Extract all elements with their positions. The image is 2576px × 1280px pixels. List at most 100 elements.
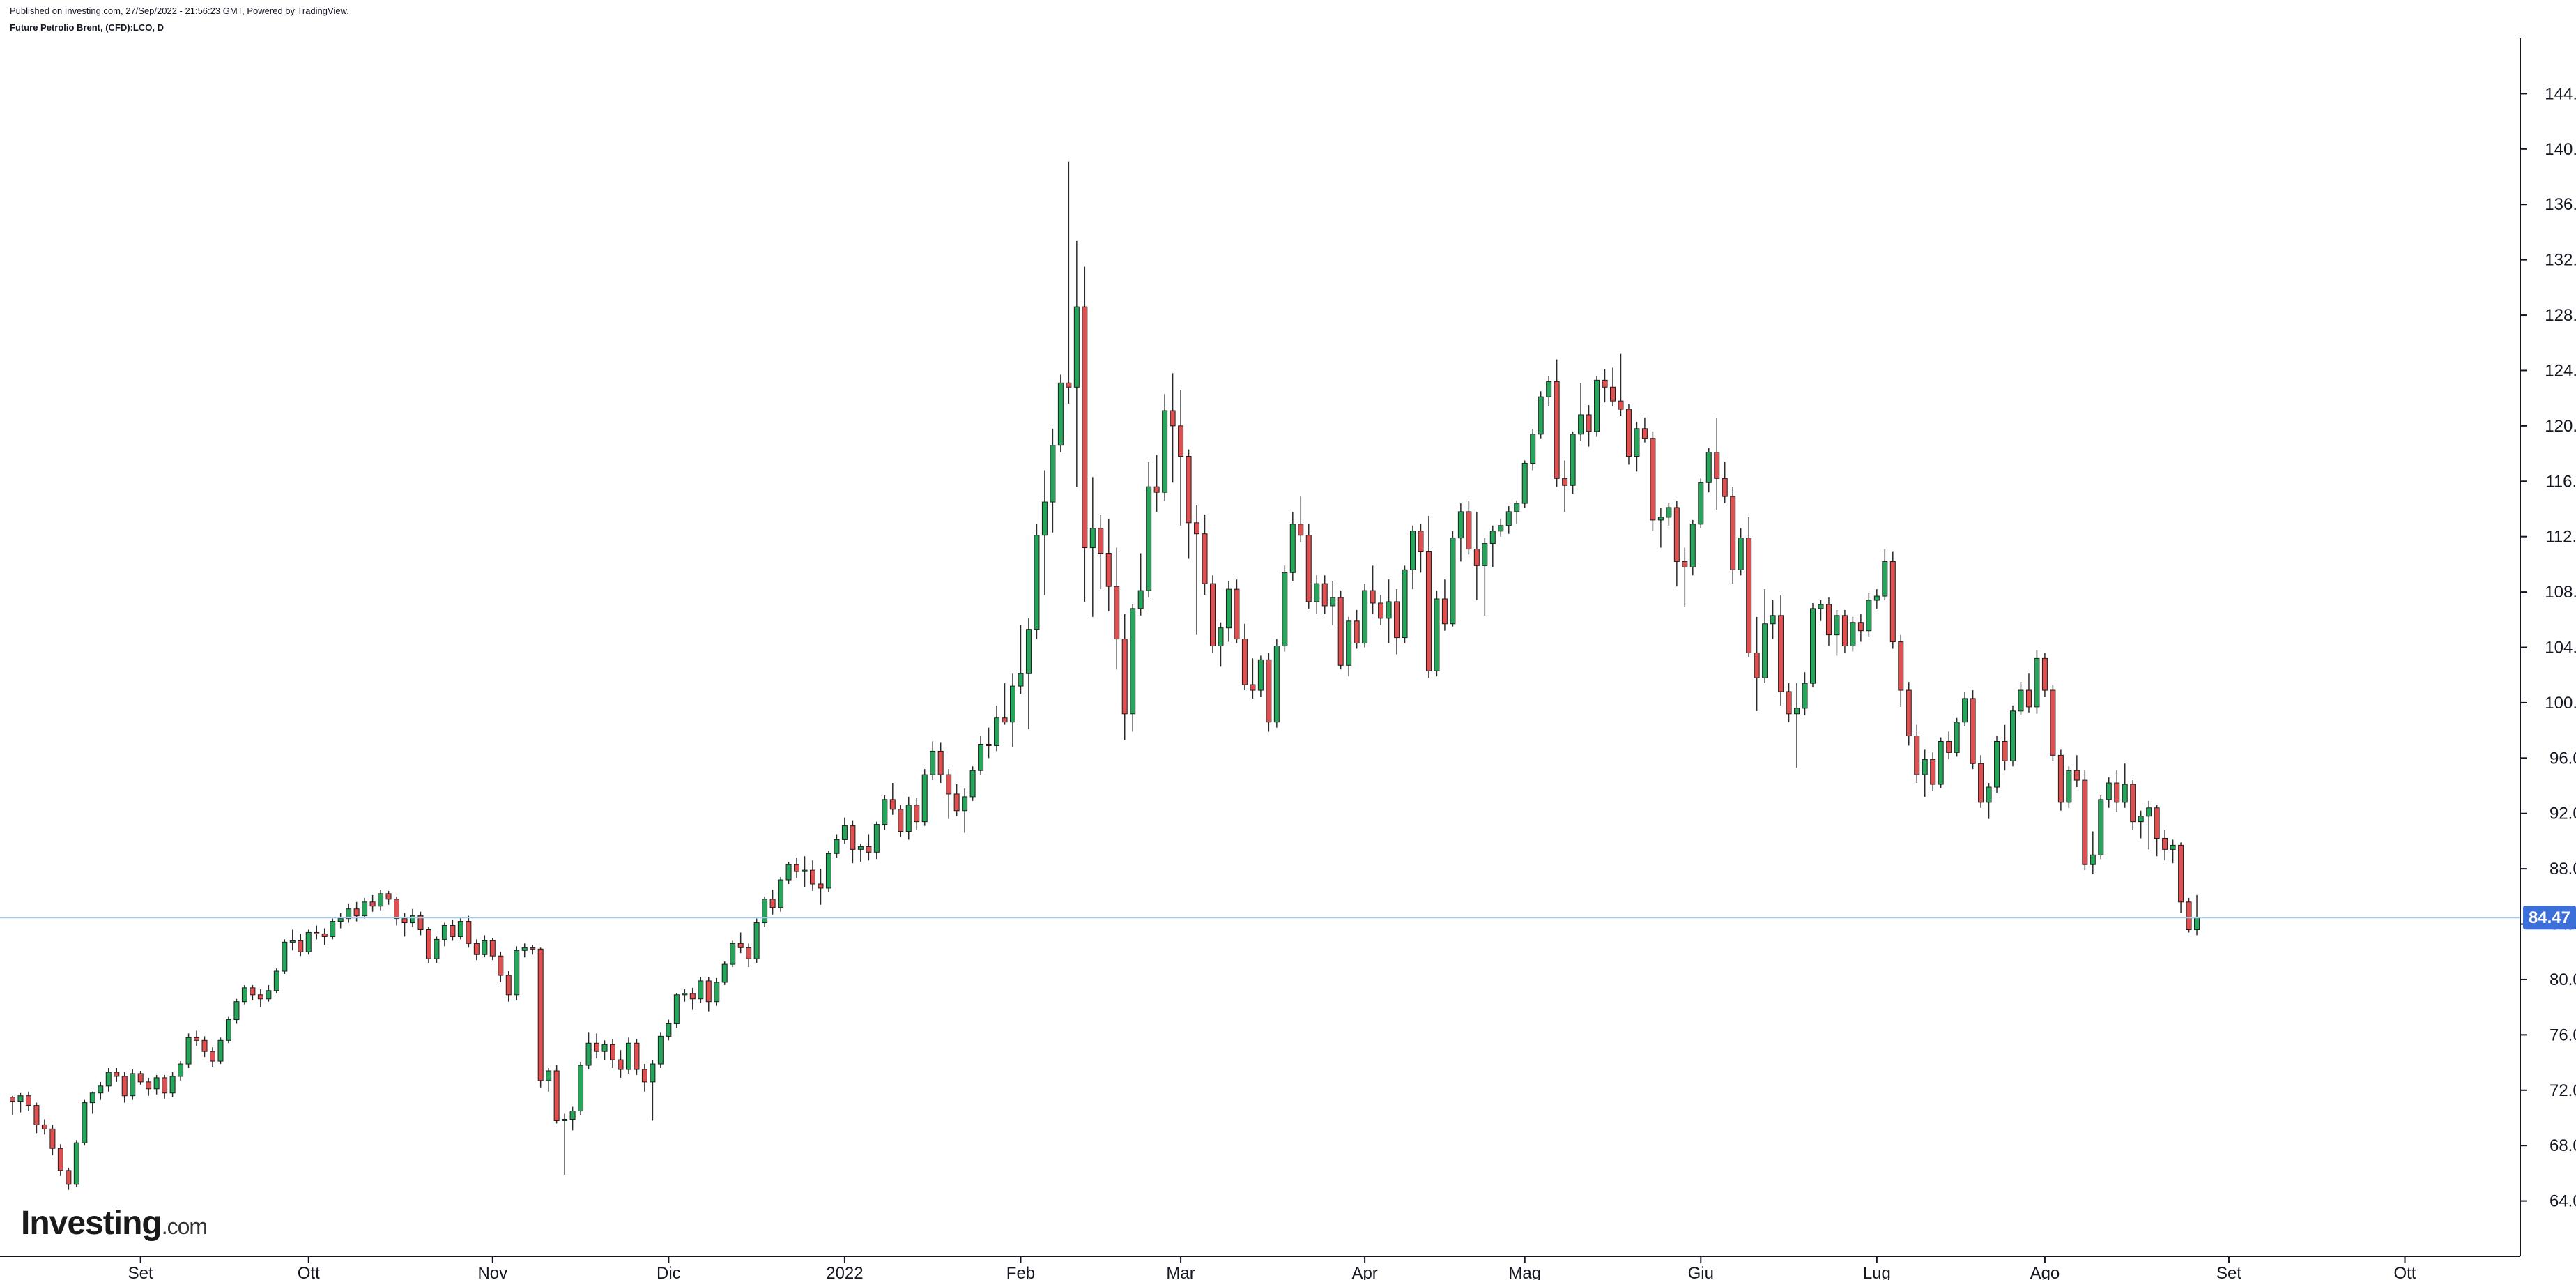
candle-body bbox=[1234, 588, 1240, 640]
candle-body bbox=[1754, 652, 1760, 678]
candle bbox=[1762, 589, 1768, 684]
candle bbox=[1570, 431, 1576, 494]
candle-body bbox=[857, 846, 864, 850]
candle bbox=[505, 971, 512, 1002]
candle-body bbox=[546, 1070, 552, 1081]
candle bbox=[1066, 161, 1072, 404]
candle bbox=[1170, 373, 1176, 483]
candle bbox=[266, 984, 272, 1002]
candle bbox=[489, 938, 496, 961]
candle-body bbox=[1530, 434, 1536, 464]
candle bbox=[353, 901, 360, 922]
candle-body bbox=[1378, 602, 1384, 619]
candle-body bbox=[1114, 586, 1120, 640]
candle bbox=[1394, 589, 1400, 655]
candle-body bbox=[1689, 524, 1696, 567]
candlestick-series bbox=[10, 161, 2200, 1190]
candle bbox=[1841, 609, 1848, 653]
candle bbox=[1321, 575, 1328, 614]
x-tick-label: 2022 bbox=[826, 1264, 863, 1280]
candle-body bbox=[2066, 770, 2072, 803]
candle bbox=[1889, 551, 1896, 649]
candle-body bbox=[905, 805, 912, 832]
candle-body bbox=[1770, 615, 1776, 625]
candle bbox=[1946, 731, 1952, 760]
y-axis[interactable]: 64.0068.0072.0076.0080.0084.0088.0092.00… bbox=[2520, 84, 2576, 1211]
candle bbox=[1330, 581, 1336, 625]
x-tick-label: Lug bbox=[1863, 1264, 1891, 1280]
candle-body bbox=[1370, 590, 1376, 604]
x-tick-label: Feb bbox=[1006, 1264, 1035, 1280]
candle bbox=[802, 856, 808, 887]
x-axis[interactable]: Set Ott Nov Dic 2022 Feb Mar Apr Mag Giu Lug Ago Set… bbox=[128, 1256, 2416, 1280]
candle-body bbox=[1266, 659, 1272, 723]
candle bbox=[1530, 428, 1536, 471]
candle-body bbox=[1057, 382, 1064, 446]
candle bbox=[1057, 374, 1064, 452]
candle-body bbox=[1841, 615, 1848, 647]
x-tick-label: Ott bbox=[2394, 1264, 2416, 1280]
candle bbox=[1194, 505, 1200, 635]
candle-body bbox=[2162, 837, 2168, 850]
candle-body bbox=[1938, 740, 1944, 785]
logo-main: Investing bbox=[21, 1205, 162, 1242]
candle-body bbox=[1570, 434, 1576, 486]
candle bbox=[321, 928, 328, 945]
candle bbox=[1625, 404, 1632, 465]
candle bbox=[1746, 517, 1752, 657]
candle bbox=[1402, 565, 1408, 643]
candle-body bbox=[57, 1148, 63, 1171]
candle-body bbox=[1866, 600, 1872, 632]
candle-body bbox=[1986, 786, 1992, 803]
candle bbox=[1898, 634, 1904, 707]
candle bbox=[2122, 763, 2128, 808]
candle-body bbox=[673, 994, 680, 1024]
candle bbox=[1441, 579, 1448, 631]
candle-body bbox=[953, 793, 960, 812]
candle bbox=[1554, 359, 1560, 487]
candle bbox=[250, 984, 256, 1000]
candle-body bbox=[330, 921, 336, 937]
candle-body bbox=[2130, 784, 2136, 823]
candle bbox=[1930, 752, 1936, 791]
candle bbox=[994, 705, 1000, 752]
candle bbox=[1586, 405, 1592, 447]
candle-body bbox=[1362, 590, 1368, 644]
svg-text:Investing.com: Investing.com bbox=[21, 1205, 207, 1242]
y-tick-label: 96.00 bbox=[2550, 749, 2576, 768]
candle-body bbox=[769, 899, 776, 908]
candle bbox=[2082, 770, 2088, 871]
candle-body bbox=[2034, 657, 2040, 708]
candle-body bbox=[1321, 583, 1328, 607]
candle-body bbox=[1657, 517, 1664, 521]
candle bbox=[553, 1065, 560, 1124]
candle-body bbox=[417, 915, 424, 930]
candle-body bbox=[1489, 531, 1496, 544]
candle bbox=[1114, 547, 1120, 670]
candle-body bbox=[641, 1069, 647, 1083]
candle-body bbox=[305, 931, 312, 952]
candle-body bbox=[130, 1073, 136, 1097]
candle-body bbox=[569, 1111, 576, 1120]
candle-body bbox=[1418, 531, 1424, 553]
candle bbox=[25, 1091, 31, 1111]
candle bbox=[1153, 455, 1160, 512]
candle bbox=[2090, 831, 2096, 875]
candle bbox=[873, 821, 880, 860]
candle bbox=[930, 741, 936, 781]
candle bbox=[1346, 616, 1352, 677]
candle bbox=[385, 890, 392, 905]
candle bbox=[450, 920, 456, 941]
candle-body bbox=[657, 1035, 664, 1065]
candle-body bbox=[1930, 759, 1936, 785]
candle bbox=[1266, 653, 1272, 732]
candle bbox=[682, 989, 688, 1002]
candle-body bbox=[969, 770, 976, 798]
candle-body bbox=[601, 1044, 608, 1052]
candle-body bbox=[1170, 410, 1176, 427]
candle-body bbox=[1825, 604, 1832, 636]
candle-body bbox=[98, 1085, 104, 1094]
published-caption: Published on Investing.com, 27/Sep/2022 … bbox=[10, 6, 349, 16]
y-tick-label: 108.00 bbox=[2545, 583, 2576, 602]
